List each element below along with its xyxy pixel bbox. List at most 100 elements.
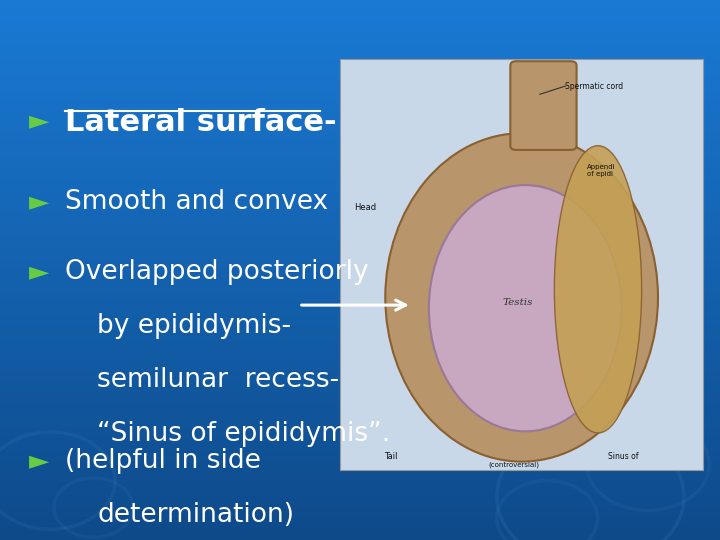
Bar xyxy=(0,158,720,160)
Bar xyxy=(0,236,720,238)
Bar xyxy=(0,182,720,184)
Bar xyxy=(0,497,720,498)
Bar xyxy=(0,373,720,374)
Bar xyxy=(0,228,720,231)
Bar xyxy=(0,140,720,142)
Text: Overlapped posteriorly: Overlapped posteriorly xyxy=(65,259,369,285)
Bar xyxy=(0,59,720,61)
Bar xyxy=(0,238,720,239)
Bar xyxy=(0,252,720,254)
Bar xyxy=(0,383,720,385)
Bar xyxy=(0,376,720,378)
Bar xyxy=(0,329,720,331)
Bar xyxy=(0,533,720,535)
Text: Sinus of: Sinus of xyxy=(608,452,639,461)
Bar xyxy=(0,23,720,25)
Bar xyxy=(0,432,720,434)
Bar xyxy=(0,142,720,144)
Bar xyxy=(0,326,720,328)
Bar xyxy=(0,169,720,171)
Bar xyxy=(0,223,720,225)
Bar xyxy=(0,410,720,412)
Bar xyxy=(0,486,720,488)
Bar xyxy=(0,72,720,74)
Bar xyxy=(0,45,720,47)
Bar xyxy=(0,12,720,15)
Bar xyxy=(0,412,720,414)
Bar xyxy=(0,515,720,517)
Bar xyxy=(0,393,720,394)
Bar xyxy=(0,7,720,9)
Bar xyxy=(0,374,720,376)
Bar xyxy=(0,27,720,29)
Bar xyxy=(0,36,720,38)
Bar xyxy=(0,448,720,450)
Bar xyxy=(0,220,720,221)
Bar xyxy=(0,85,720,86)
Bar xyxy=(0,106,720,108)
Bar xyxy=(0,324,720,326)
Bar xyxy=(0,83,720,85)
Bar xyxy=(0,290,720,292)
Bar xyxy=(0,265,720,266)
Bar xyxy=(0,92,720,93)
Bar xyxy=(0,443,720,444)
Text: by epididymis-: by epididymis- xyxy=(97,313,291,339)
Bar xyxy=(0,58,720,59)
Ellipse shape xyxy=(429,185,621,431)
Bar xyxy=(0,360,720,362)
Text: Spermatic cord: Spermatic cord xyxy=(565,82,624,91)
Bar xyxy=(0,115,720,117)
Bar xyxy=(0,452,720,454)
Bar xyxy=(0,342,720,344)
Bar xyxy=(0,339,720,340)
Bar xyxy=(0,509,720,511)
Bar xyxy=(0,207,720,209)
Bar xyxy=(0,47,720,49)
Bar xyxy=(0,464,720,466)
Text: “Sinus of epididymis”.: “Sinus of epididymis”. xyxy=(97,421,390,447)
Bar xyxy=(0,34,720,36)
Bar xyxy=(0,184,720,185)
Bar xyxy=(0,274,720,275)
Bar xyxy=(0,417,720,420)
Bar xyxy=(0,362,720,363)
Bar xyxy=(0,471,720,474)
Bar xyxy=(0,356,720,358)
Bar xyxy=(0,275,720,277)
Text: Head: Head xyxy=(354,202,377,212)
Bar xyxy=(0,205,720,207)
Bar xyxy=(0,209,720,211)
Bar xyxy=(0,288,720,290)
Bar xyxy=(0,167,720,169)
Text: (controversial): (controversial) xyxy=(489,461,540,468)
Bar xyxy=(0,524,720,525)
Bar xyxy=(0,378,720,380)
Bar xyxy=(0,382,720,383)
Bar xyxy=(0,481,720,482)
Bar xyxy=(0,421,720,423)
Bar xyxy=(0,243,720,245)
Bar xyxy=(0,49,720,50)
Bar xyxy=(0,309,720,312)
Bar xyxy=(0,258,720,259)
Bar xyxy=(0,457,720,459)
Bar xyxy=(0,16,720,18)
Bar xyxy=(0,390,720,393)
Bar xyxy=(0,336,720,339)
Bar xyxy=(0,52,720,54)
Bar xyxy=(0,113,720,115)
Bar xyxy=(0,164,720,166)
Bar xyxy=(0,420,720,421)
Bar xyxy=(0,123,720,124)
Bar xyxy=(0,160,720,162)
Bar xyxy=(0,263,720,265)
Text: Smooth and convex: Smooth and convex xyxy=(65,189,328,215)
Bar xyxy=(0,430,720,432)
Bar xyxy=(0,313,720,315)
Bar xyxy=(0,333,720,335)
Bar xyxy=(0,110,720,112)
Bar xyxy=(0,99,720,101)
Bar xyxy=(0,501,720,502)
Bar xyxy=(0,131,720,133)
